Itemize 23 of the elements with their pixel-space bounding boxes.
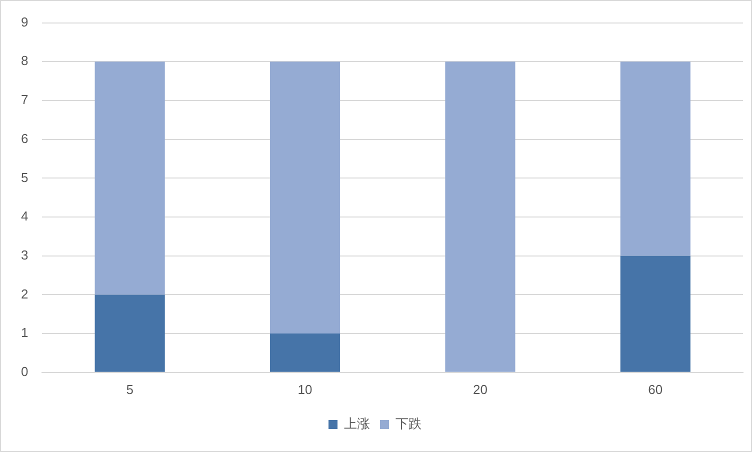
y-tick-label: 3 <box>20 247 28 262</box>
y-tick-label: 5 <box>20 170 28 185</box>
bar <box>94 294 165 372</box>
x-tick-label: 5 <box>126 382 134 397</box>
bar <box>270 62 340 334</box>
y-tick-label: 4 <box>20 208 28 224</box>
bar <box>445 62 516 372</box>
x-tick-label: 10 <box>298 382 312 397</box>
x-tick-label: 60 <box>648 382 663 397</box>
y-tick-label: 7 <box>20 92 28 108</box>
legend-label: 下跌 <box>396 416 422 432</box>
y-tick-label: 0 <box>20 364 28 379</box>
legend-label: 上涨 <box>344 416 370 432</box>
bar <box>270 334 340 372</box>
bar <box>94 62 165 295</box>
bar <box>620 62 690 256</box>
y-tick-label: 1 <box>20 325 28 340</box>
y-tick-label: 8 <box>20 53 28 68</box>
x-tick-label: 20 <box>472 382 488 397</box>
y-tick-label: 9 <box>20 14 28 30</box>
y-tick-label: 2 <box>20 286 28 302</box>
y-tick-label: 6 <box>20 130 28 146</box>
bar <box>620 256 690 372</box>
